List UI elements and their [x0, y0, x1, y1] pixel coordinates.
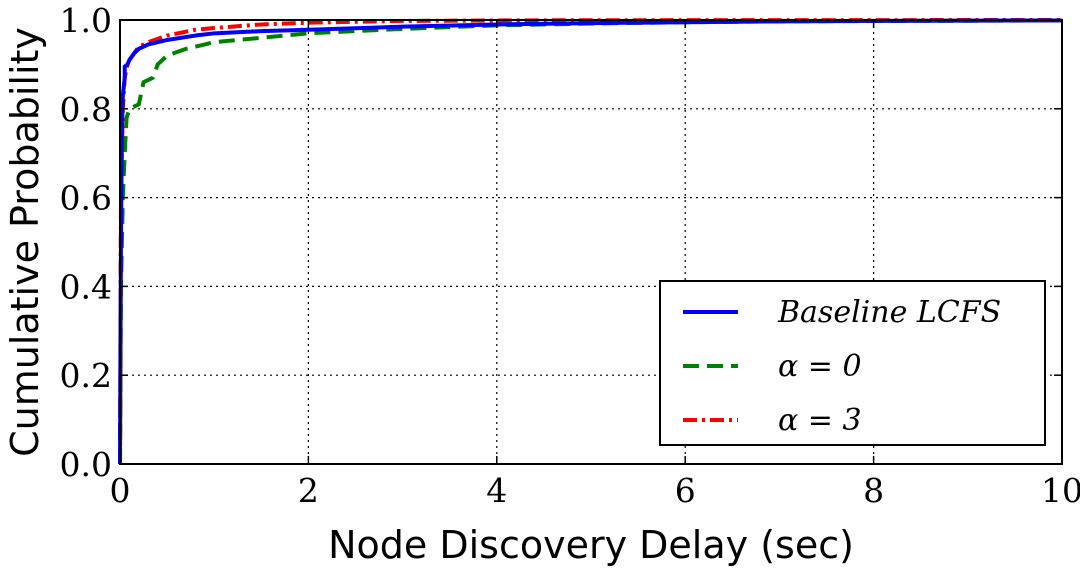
x-tick-label: 8 — [863, 471, 884, 510]
y-tick-label: 0.0 — [60, 445, 112, 484]
legend-box — [659, 280, 1046, 446]
legend-items: Baseline LCFS α = 0 α = 3 — [683, 295, 1001, 438]
grid-lines — [120, 20, 1062, 464]
x-tick-label: 10 — [1041, 471, 1080, 510]
x-tick-label: 4 — [486, 471, 507, 510]
y-tick-label: 0.8 — [60, 90, 112, 129]
plot-frame — [119, 19, 1063, 465]
x-tick-label: 6 — [675, 471, 696, 510]
legend: Baseline LCFS α = 0 α = 3 — [659, 280, 1046, 446]
legend-label-2: α = 3 — [778, 403, 862, 438]
x-tick-label: 0 — [110, 471, 131, 510]
legend-label-1: α = 0 — [778, 349, 862, 384]
x-axis-label: Node Discovery Delay (sec) — [328, 523, 854, 567]
y-axis-label: Cumulative Probability — [3, 27, 47, 457]
x-tick-label: 2 — [298, 471, 319, 510]
legend-label-0: Baseline LCFS — [777, 295, 1001, 330]
series-line-0 — [118, 18, 1063, 465]
y-tick-label: 0.4 — [60, 267, 112, 306]
y-tick-label: 1.0 — [60, 1, 112, 40]
y-tick-label: 0.6 — [60, 179, 112, 218]
axis-ticks: 0 2 4 6 8 10 0.0 0.2 0.4 0.6 0.8 1.0 — [60, 1, 1080, 510]
series-line-1 — [118, 18, 1063, 465]
y-tick-label: 0.2 — [60, 356, 112, 395]
